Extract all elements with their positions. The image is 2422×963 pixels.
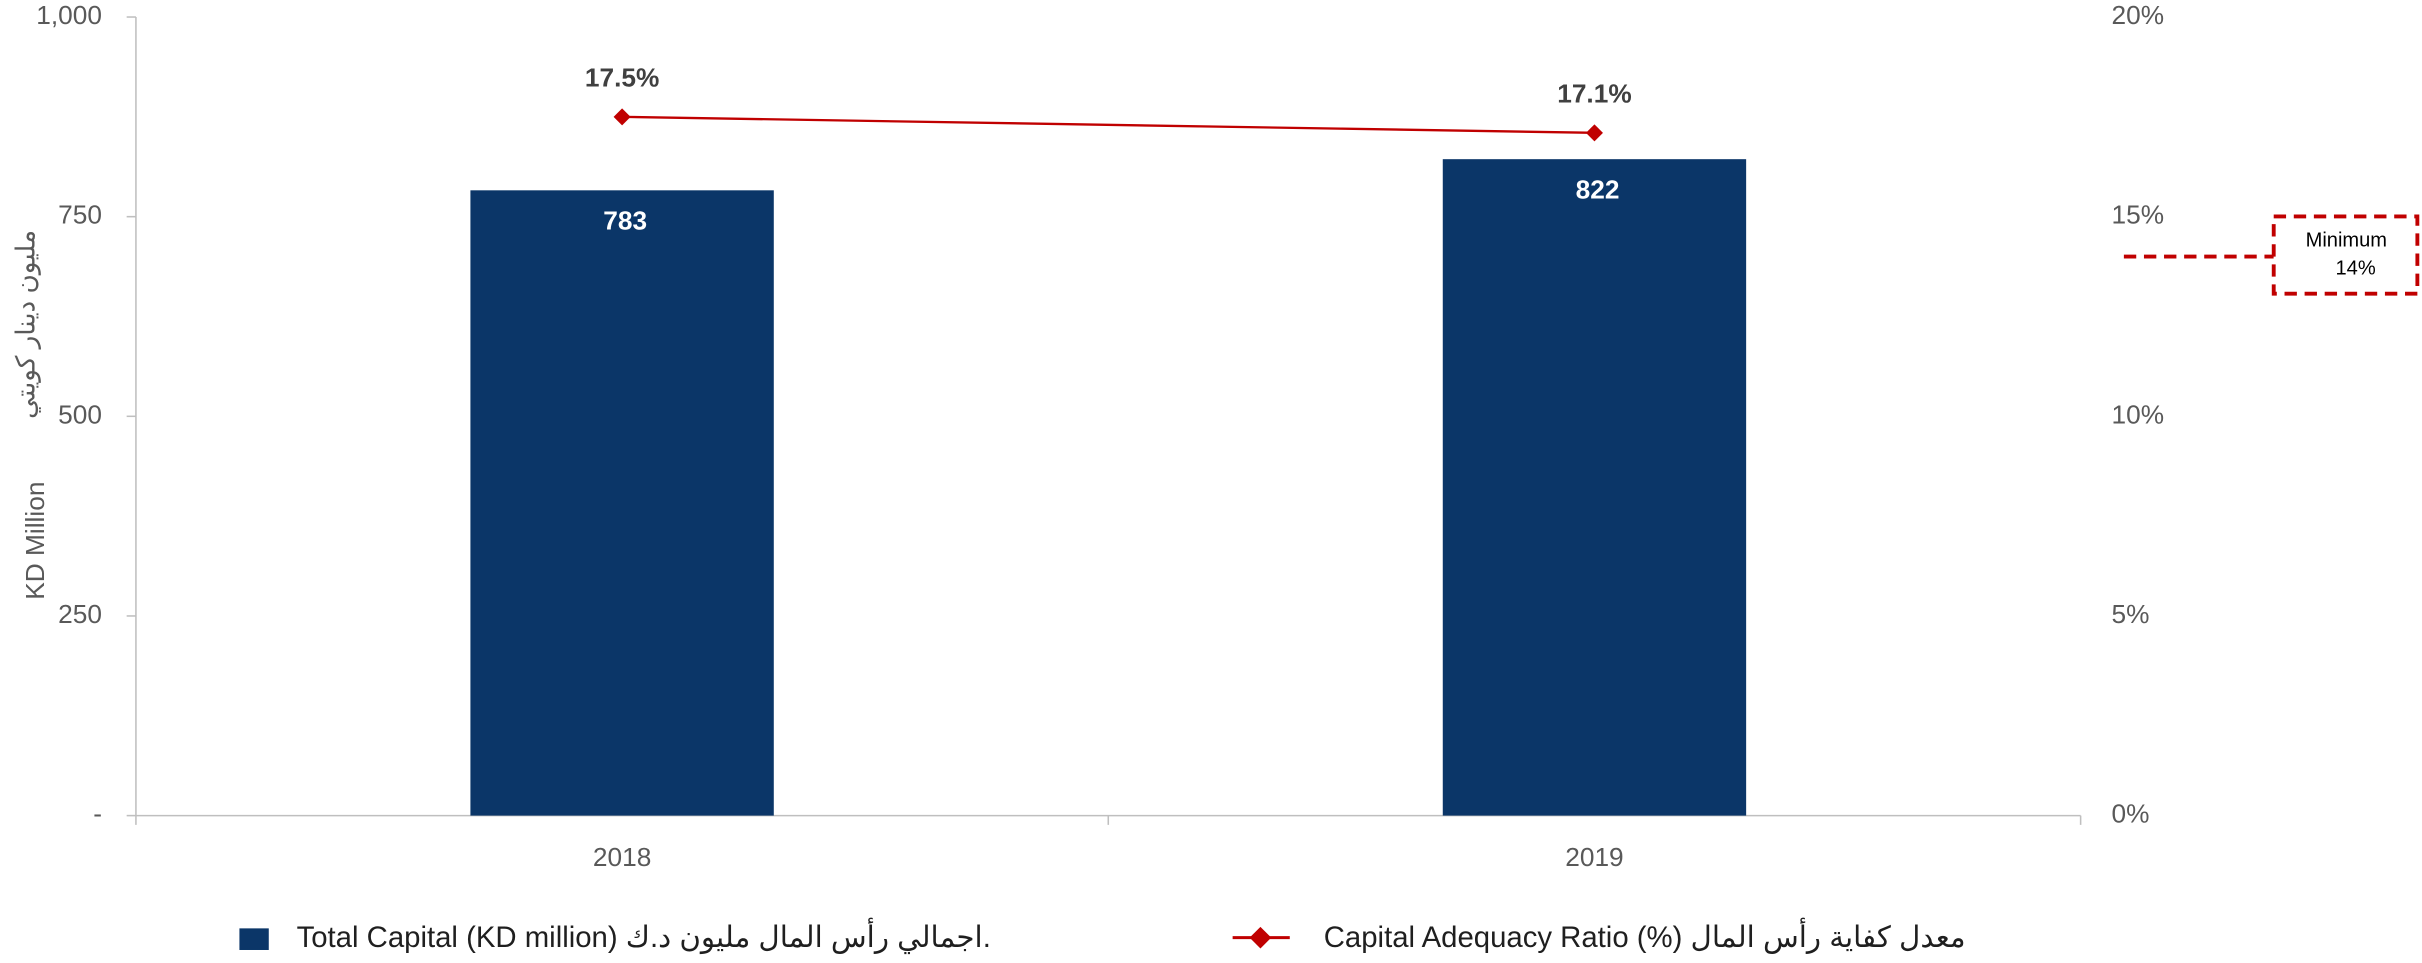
bar-value-label: 822 bbox=[1576, 175, 1620, 205]
y-tick-label: 1,000 bbox=[36, 0, 102, 30]
y-axis-label: KD Million bbox=[20, 482, 50, 600]
y2-tick-label: 5% bbox=[2112, 599, 2150, 629]
y-tick-label: 500 bbox=[58, 399, 102, 429]
legend-label: Total Capital (KD million) اجمالي رأس ال… bbox=[297, 917, 991, 955]
legend-marker bbox=[1249, 926, 1272, 949]
bar bbox=[1442, 159, 1747, 816]
y2-tick-label: 10% bbox=[2112, 399, 2165, 429]
ratio-value-label: 17.5% bbox=[585, 63, 659, 93]
y-tick-label: 750 bbox=[58, 200, 102, 230]
y-tick-label: 250 bbox=[58, 599, 102, 629]
y2-tick-label: 0% bbox=[2112, 799, 2150, 829]
bar-value-label: 783 bbox=[603, 206, 647, 236]
threshold-label: 14% bbox=[2335, 257, 2375, 279]
threshold-box bbox=[2271, 214, 2420, 296]
y2-tick-label: 15% bbox=[2112, 200, 2165, 230]
x-tick-label: 2019 bbox=[1565, 842, 1623, 872]
legend-swatch bbox=[239, 928, 269, 950]
x-tick-label: 2018 bbox=[593, 842, 651, 872]
y-axis-label-ar: مليون دينار كويتي bbox=[11, 230, 42, 419]
ratio-marker bbox=[613, 108, 631, 126]
legend-label: Capital Adequacy Ratio (%) معدل كفاية رأ… bbox=[1324, 917, 1966, 954]
ratio-marker bbox=[1585, 124, 1603, 142]
ratio-value-label: 17.1% bbox=[1557, 79, 1631, 109]
ratio-line bbox=[622, 115, 1595, 134]
threshold-label: Minimum bbox=[2306, 229, 2387, 251]
y2-tick-label: 20% bbox=[2112, 0, 2165, 30]
y-tick-label: - bbox=[93, 799, 102, 829]
bar bbox=[470, 190, 774, 816]
